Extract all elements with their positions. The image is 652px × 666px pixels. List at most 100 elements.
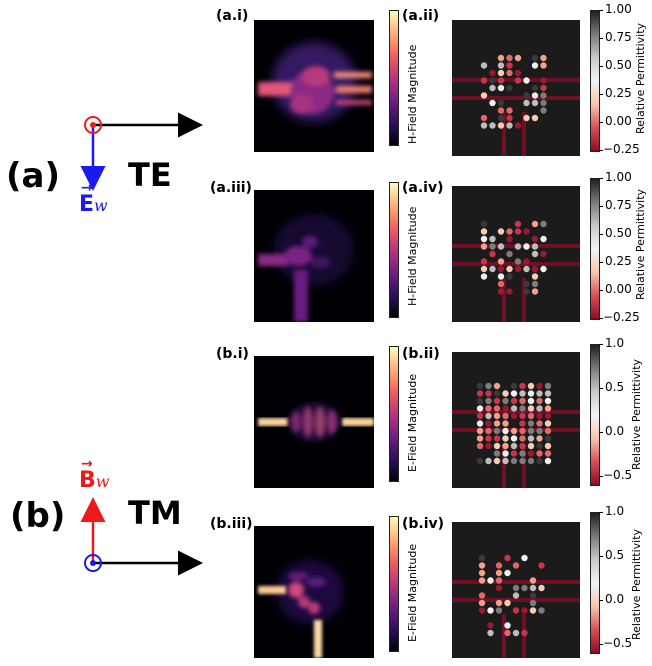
- dielectric-rod: [489, 250, 496, 258]
- dielectric-rod: [510, 457, 518, 465]
- dielectric-rod: [480, 235, 488, 243]
- dielectric-rod: [536, 390, 543, 397]
- dielectric-rod: [506, 265, 513, 273]
- dielectric-rod: [527, 405, 535, 412]
- dielectric-rod: [536, 427, 543, 435]
- dielectric-rod: [497, 77, 505, 84]
- dielectric-rod: [512, 629, 520, 637]
- dielectric-rod: [527, 442, 535, 450]
- tm-axes-diagram: [80, 497, 203, 576]
- dielectric-rod: [544, 405, 552, 412]
- dielectric-rod: [523, 92, 530, 99]
- dielectric-rod: [497, 280, 505, 288]
- dielectric-rod: [476, 420, 484, 427]
- dielectric-rod: [540, 92, 547, 99]
- dielectric-rod: [478, 599, 486, 607]
- dielectric-rod: [514, 265, 522, 273]
- colorbar-ticks-a-ii: 1.00 0.75 0.50 0.25 0.00 −0.25: [599, 2, 640, 156]
- dielectric-rod: [536, 442, 543, 450]
- dielectric-rod: [480, 243, 488, 250]
- permittivity-map-b-iv: [452, 522, 580, 658]
- dielectric-rod: [476, 405, 484, 412]
- dielectric-rod: [485, 405, 492, 412]
- dielectric-rod: [519, 442, 526, 450]
- dielectric-rod: [493, 450, 501, 457]
- dielectric-rod: [531, 235, 539, 243]
- dielectric-rod: [544, 420, 552, 427]
- dielectric-rod: [531, 265, 539, 273]
- b-vector-label: → Bw: [79, 456, 110, 493]
- dielectric-rod: [485, 457, 492, 465]
- dielectric-rod: [495, 577, 503, 584]
- dielectric-rod: [519, 397, 526, 405]
- h-field-map-a-iii: [254, 190, 374, 322]
- dielectric-rod: [502, 420, 509, 427]
- dielectric-rod: [514, 220, 522, 228]
- dielectric-rod: [519, 420, 526, 427]
- dielectric-rod: [514, 69, 522, 77]
- dielectric-rod: [485, 412, 492, 420]
- colorbar-title-a-ii: Relative Permittivity: [634, 22, 647, 134]
- dielectric-rod: [519, 450, 526, 457]
- dielectric-rod: [495, 599, 503, 607]
- dielectric-rod: [529, 577, 537, 584]
- dielectric-rod: [519, 427, 526, 435]
- dielectric-rod: [536, 435, 543, 442]
- dielectric-rod: [485, 427, 492, 435]
- dielectric-rod: [523, 243, 530, 250]
- dielectric-rod: [540, 265, 547, 273]
- dielectric-rod: [487, 629, 494, 637]
- dielectric-rod: [480, 114, 488, 122]
- dielectric-rod: [506, 288, 513, 295]
- dielectric-rod: [512, 607, 520, 614]
- dielectric-rod: [540, 77, 547, 84]
- te-mode-label: TE: [128, 156, 172, 194]
- dielectric-rod: [523, 265, 530, 273]
- dielectric-rod: [536, 450, 543, 457]
- colorbar-title-b-i: E-Field Magnitude: [406, 373, 419, 472]
- dielectric-rod: [480, 220, 488, 228]
- dielectric-rod: [497, 273, 505, 280]
- colorbar-title-a-iii: H-Field Magnitude: [406, 206, 419, 306]
- dielectric-rod: [480, 77, 488, 84]
- dielectric-rod: [495, 562, 503, 569]
- dielectric-rod: [531, 280, 539, 288]
- dielectric-rod: [531, 62, 539, 69]
- dielectric-rod: [529, 607, 537, 614]
- dielectric-rod: [536, 397, 543, 405]
- dielectric-rod: [493, 382, 501, 390]
- dielectric-rod: [497, 99, 505, 107]
- dielectric-rod: [519, 457, 526, 465]
- dielectric-rod: [529, 592, 537, 599]
- dielectric-rod: [489, 99, 496, 107]
- dielectric-rod: [506, 122, 513, 129]
- panel-label-a-i: (a.i): [216, 8, 249, 24]
- dielectric-rod: [485, 420, 492, 427]
- dielectric-rod: [485, 397, 492, 405]
- dielectric-rod: [502, 435, 509, 442]
- h-field-map-a-i: [254, 20, 374, 152]
- colorbar-permittivity-a-iv: [590, 178, 600, 320]
- dielectric-rod: [480, 92, 488, 99]
- dielectric-rod: [510, 382, 518, 390]
- dielectric-rod: [531, 99, 539, 107]
- dielectric-rod: [531, 92, 539, 99]
- dielectric-rod: [489, 243, 496, 250]
- dielectric-rod: [544, 450, 552, 457]
- dielectric-rod: [544, 390, 552, 397]
- dielectric-rod: [493, 405, 501, 412]
- dielectric-rod: [531, 114, 539, 122]
- colorbar-ticks-b-iv: 1.0 0.5 0.0 −0.5: [599, 504, 639, 652]
- panel-label-b-iv: (b.iv): [402, 516, 445, 532]
- dielectric-rod: [485, 382, 492, 390]
- dielectric-rod: [476, 397, 484, 405]
- panel-label-b-ii: (b.ii): [402, 346, 440, 362]
- dielectric-rod: [527, 450, 535, 457]
- dielectric-rod: [502, 442, 509, 450]
- dielectric-rod: [521, 607, 528, 614]
- colorbar-title-b-iii: E-Field Magnitude: [406, 543, 419, 642]
- dielectric-rod: [519, 435, 526, 442]
- dielectric-rod: [497, 107, 505, 114]
- dielectric-rod: [476, 457, 484, 465]
- waveguide-horizontal: [452, 96, 580, 100]
